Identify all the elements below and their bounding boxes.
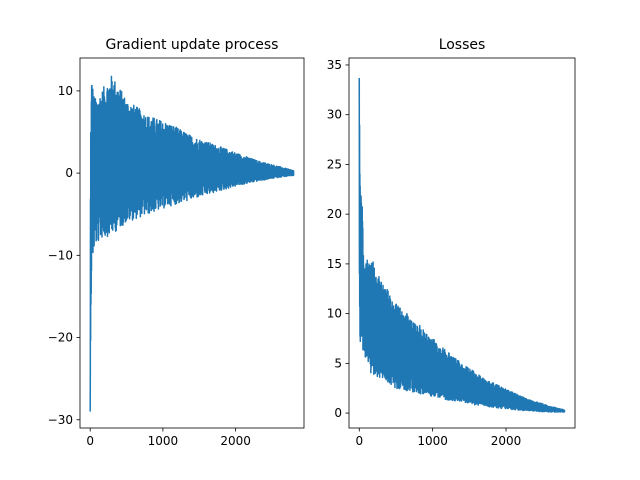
subplot-gradient: Gradient update process 0 1000 2000 −30 −20 −… bbox=[48, 37, 305, 448]
axes: 0 1000 2000 −30 −20 −10 0 10 bbox=[48, 84, 251, 448]
y-tick-label: 20 bbox=[327, 207, 342, 221]
y-tick-label: 25 bbox=[327, 157, 342, 171]
chart-title: Gradient update process bbox=[106, 37, 279, 53]
y-tick-label: 5 bbox=[334, 356, 342, 370]
x-tick-label: 2000 bbox=[491, 434, 522, 448]
axes-frame bbox=[348, 57, 576, 429]
y-tick-label: −10 bbox=[48, 248, 73, 262]
y-tick-label: 35 bbox=[327, 58, 342, 72]
x-tick-label: 0 bbox=[355, 434, 363, 448]
x-tick-label: 0 bbox=[86, 434, 94, 448]
axes: 0 1000 2000 0 5 10 15 20 25 30 35 bbox=[327, 58, 522, 448]
y-tick-label: 15 bbox=[327, 257, 342, 271]
y-tick-label: 30 bbox=[327, 108, 342, 122]
y-tick-label: −30 bbox=[48, 413, 73, 427]
y-tick-label: 10 bbox=[58, 84, 73, 98]
plot-area bbox=[358, 77, 566, 413]
series-line bbox=[358, 77, 566, 413]
x-tick-label: 1000 bbox=[417, 434, 448, 448]
y-tick-label: −20 bbox=[48, 331, 73, 345]
y-tick-label: 10 bbox=[327, 307, 342, 321]
x-tick-label: 1000 bbox=[148, 434, 179, 448]
plot-area bbox=[89, 75, 295, 412]
x-tick-label: 2000 bbox=[220, 434, 251, 448]
chart-title: Losses bbox=[439, 37, 486, 53]
subplot-losses: Losses 0 1000 2000 0 5 10 15 20 25 30 35 bbox=[327, 37, 576, 448]
series-line bbox=[89, 75, 295, 412]
y-tick-label: 0 bbox=[334, 406, 342, 420]
y-tick-label: 0 bbox=[65, 166, 73, 180]
axes-frame bbox=[79, 57, 305, 429]
